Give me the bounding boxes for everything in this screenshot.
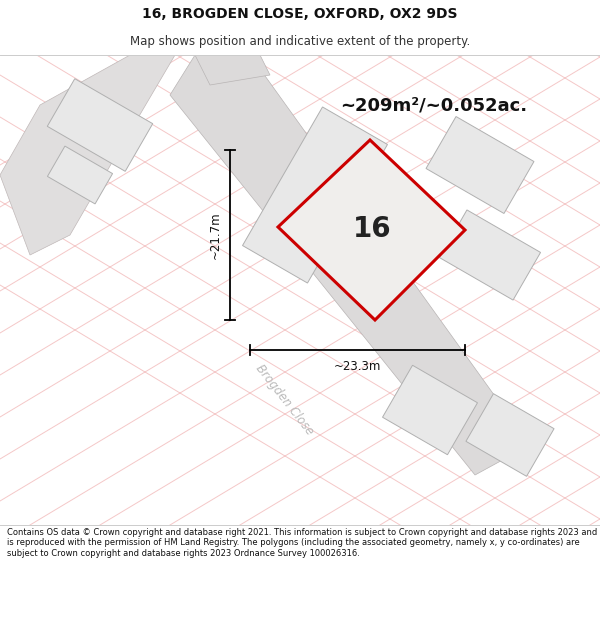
Text: ~23.3m: ~23.3m — [334, 360, 381, 373]
Text: ~209m²/~0.052ac.: ~209m²/~0.052ac. — [340, 96, 527, 114]
Polygon shape — [0, 55, 175, 255]
Polygon shape — [466, 394, 554, 476]
Polygon shape — [242, 107, 388, 283]
Polygon shape — [383, 365, 478, 455]
Text: Map shows position and indicative extent of the property.: Map shows position and indicative extent… — [130, 35, 470, 48]
Text: Brogden Close: Brogden Close — [253, 362, 317, 438]
Polygon shape — [170, 55, 530, 475]
Polygon shape — [195, 55, 270, 85]
Polygon shape — [278, 140, 465, 320]
Polygon shape — [439, 210, 541, 300]
Polygon shape — [47, 79, 153, 171]
Text: 16, BROGDEN CLOSE, OXFORD, OX2 9DS: 16, BROGDEN CLOSE, OXFORD, OX2 9DS — [142, 7, 458, 21]
Text: 16: 16 — [353, 215, 391, 243]
Text: ~21.7m: ~21.7m — [209, 211, 222, 259]
Polygon shape — [426, 116, 534, 214]
Polygon shape — [47, 146, 113, 204]
Text: Contains OS data © Crown copyright and database right 2021. This information is : Contains OS data © Crown copyright and d… — [7, 528, 598, 558]
